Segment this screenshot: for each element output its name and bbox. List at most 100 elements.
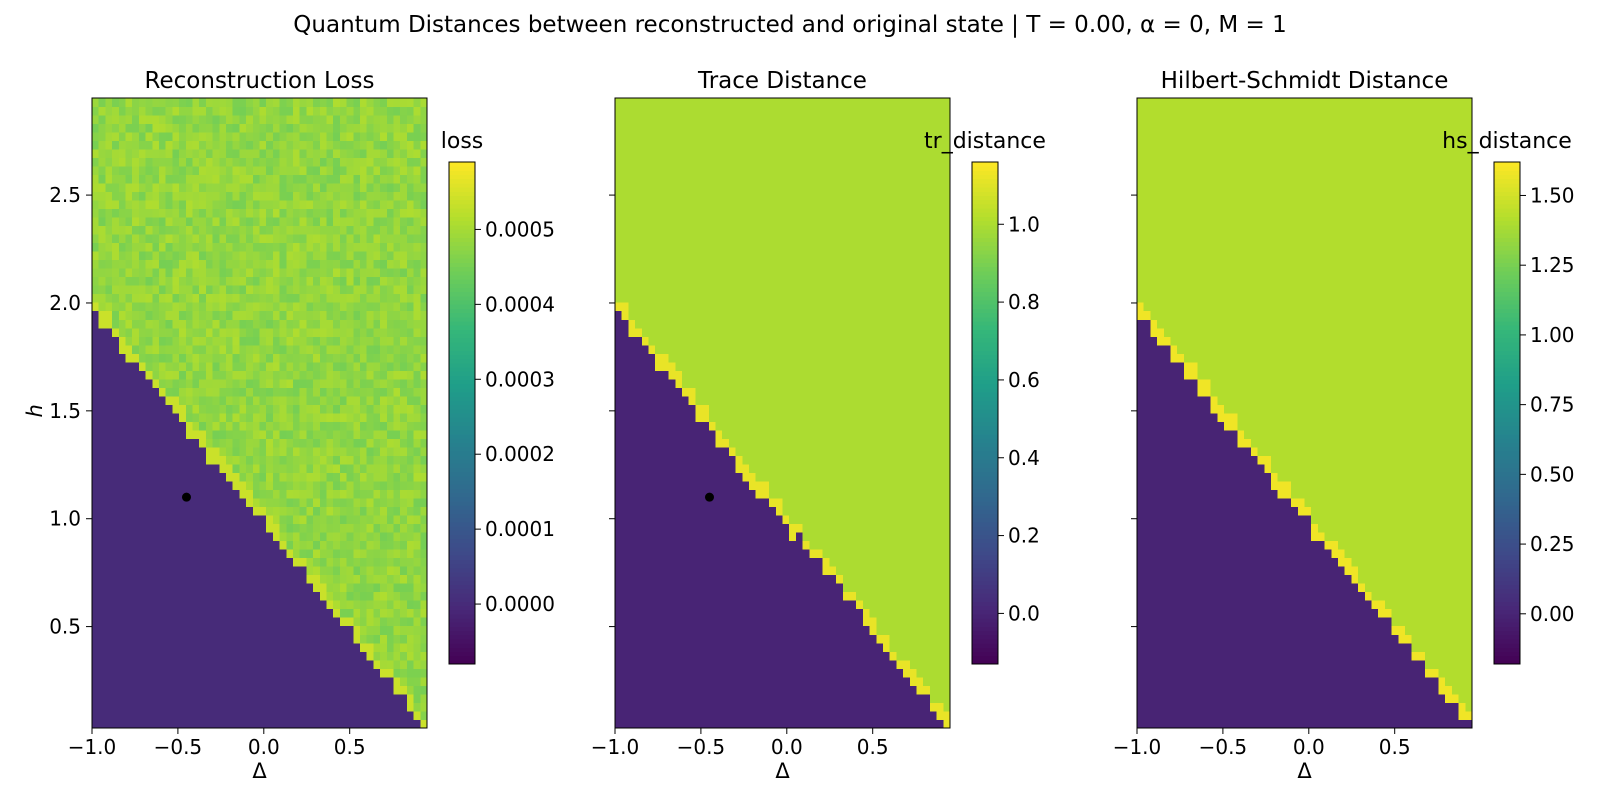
heatmap-cell [360, 642, 368, 652]
heatmap-cell [179, 259, 187, 269]
heatmap-cell [98, 693, 106, 703]
heatmap-cell [641, 710, 649, 720]
heatmap-cell [92, 157, 100, 167]
heatmap-cell [219, 506, 227, 516]
heatmap-cell [172, 583, 180, 593]
heatmap-cell [239, 651, 247, 661]
heatmap-cell [132, 404, 140, 414]
heatmap-cell [165, 685, 173, 695]
heatmap-cell [380, 540, 388, 550]
heatmap-cell [313, 532, 321, 542]
heatmap-cell [185, 149, 193, 158]
colorbar-segment [449, 546, 475, 552]
heatmap-cell [380, 183, 388, 193]
heatmap-cell [105, 259, 113, 269]
heatmap-cell [266, 310, 274, 320]
heatmap-cell [313, 225, 321, 235]
heatmap-cell [400, 183, 408, 193]
heatmap-cell [138, 132, 146, 141]
heatmap-cell [299, 464, 307, 473]
heatmap-cell [346, 464, 354, 473]
heatmap-cell [299, 651, 307, 661]
heatmap-cell [185, 174, 193, 184]
colorbar-segment [449, 413, 475, 418]
heatmap-cell [326, 642, 334, 652]
heatmap-cell [293, 174, 301, 184]
heatmap-cell [266, 344, 274, 354]
heatmap-cell [353, 98, 361, 107]
heatmap-cell [413, 642, 421, 652]
heatmap-cell [641, 387, 649, 397]
heatmap-cell [360, 344, 368, 354]
heatmap-cell [219, 395, 227, 405]
heatmap-cell [319, 327, 327, 337]
heatmap-cell [373, 676, 381, 686]
heatmap-cell [393, 651, 401, 661]
heatmap-cell [125, 481, 133, 491]
heatmap-cell [286, 608, 294, 618]
heatmap-cell [226, 659, 234, 669]
heatmap-cell [172, 685, 180, 695]
heatmap-cell [252, 702, 260, 712]
heatmap-cell [199, 600, 207, 610]
heatmap-cell [688, 285, 696, 295]
heatmap-cell [695, 268, 703, 278]
heatmap-cell [420, 710, 428, 720]
heatmap-cell [715, 523, 723, 533]
heatmap-cell [246, 430, 254, 439]
heatmap-cell [132, 234, 140, 244]
heatmap-cell [628, 472, 636, 482]
heatmap-cell [165, 668, 173, 678]
heatmap-cell [185, 378, 193, 388]
heatmap-cell [386, 174, 394, 184]
heatmap-cell [373, 395, 381, 405]
heatmap-cell [373, 659, 381, 669]
heatmap-cell [695, 293, 703, 303]
heatmap-cell [259, 515, 267, 525]
heatmap-cell [199, 217, 207, 227]
heatmap-cell [360, 506, 368, 516]
heatmap-cell [682, 676, 690, 686]
heatmap-cell [668, 413, 676, 422]
heatmap-cell [125, 234, 133, 244]
heatmap-cell [172, 625, 180, 635]
heatmap-cell [172, 659, 180, 669]
heatmap-cell [138, 421, 146, 431]
colorbar-segment [449, 567, 475, 573]
heatmap-cell [293, 617, 301, 627]
heatmap-cell [313, 549, 321, 559]
heatmap-cell [192, 361, 200, 371]
heatmap-cell [695, 464, 703, 473]
heatmap-cell [682, 481, 690, 491]
heatmap-cell [232, 617, 240, 627]
heatmap-cell [105, 515, 113, 525]
heatmap-cell [400, 523, 408, 533]
heatmap-cell [152, 157, 160, 167]
heatmap-cell [615, 370, 623, 380]
heatmap-cell [655, 472, 663, 482]
heatmap-cell [259, 140, 267, 150]
heatmap-cell [688, 685, 696, 695]
heatmap-cell [299, 642, 307, 652]
heatmap-cell [138, 276, 146, 286]
heatmap-cell [192, 566, 200, 576]
heatmap-cell [286, 268, 294, 278]
heatmap-cell [185, 106, 193, 116]
heatmap-cell [152, 455, 160, 465]
heatmap-cell [708, 685, 716, 695]
heatmap-cell [688, 361, 696, 371]
heatmap-cell [675, 293, 683, 303]
heatmap-cell [386, 166, 394, 176]
heatmap-cell [326, 361, 334, 371]
colorbar-segment [449, 651, 475, 657]
heatmap-cell [326, 98, 334, 107]
heatmap-cell [219, 549, 227, 559]
heatmap-cell [386, 353, 394, 363]
heatmap-cell [259, 149, 267, 158]
heatmap-cell [360, 149, 368, 158]
heatmap-cell [226, 225, 234, 235]
heatmap-cell [400, 574, 408, 584]
heatmap-cell [112, 310, 120, 320]
heatmap-cell [272, 651, 280, 661]
heatmap-cell [132, 719, 140, 729]
